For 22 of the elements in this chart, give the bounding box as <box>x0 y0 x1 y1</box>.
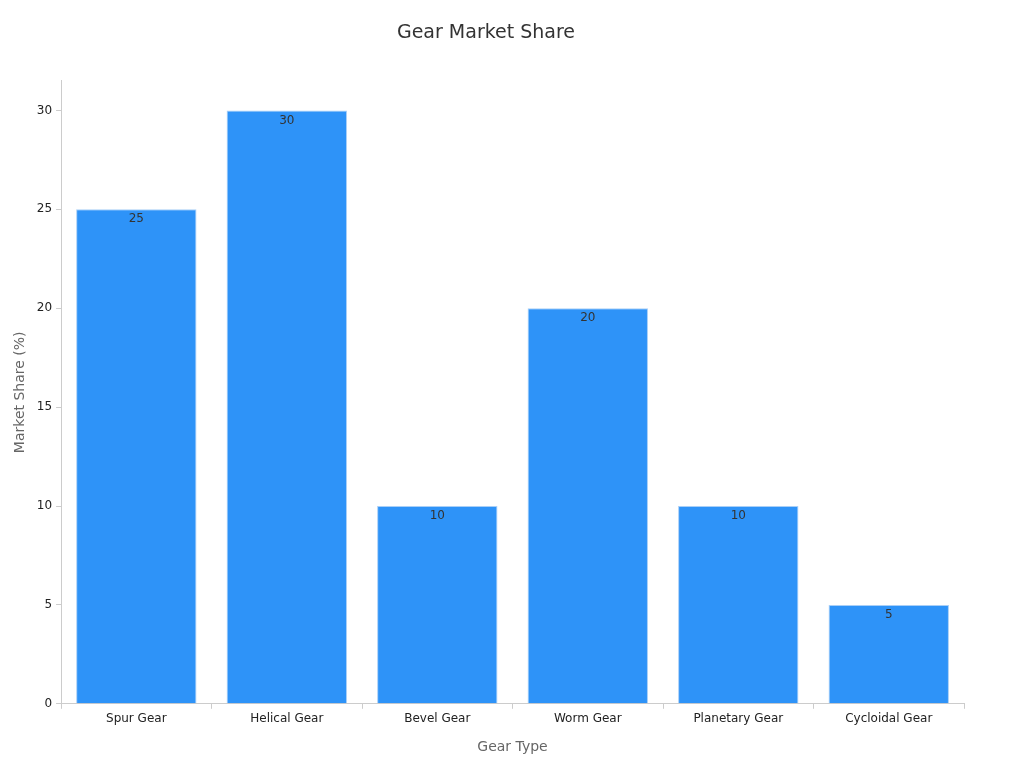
x-tick-label: Worm Gear <box>553 711 622 726</box>
data-label: 25 <box>128 211 144 226</box>
y-axis-title: Market Share (%) <box>11 331 28 454</box>
data-label: 30 <box>279 112 295 127</box>
data-label: 10 <box>429 508 445 523</box>
x-tick-label: Helical Gear <box>250 711 324 726</box>
y-tick-label: 20 <box>36 300 53 315</box>
x-tick-label: Bevel Gear <box>404 711 471 726</box>
data-label: 5 <box>884 607 893 622</box>
x-axis-title: Gear Type <box>477 738 548 755</box>
x-tick-label: Cycloidal Gear <box>845 711 933 726</box>
y-tick-label: 15 <box>36 399 53 414</box>
chart-title: Gear Market Share <box>396 20 576 43</box>
y-tick-label: 5 <box>44 597 53 612</box>
data-label: 20 <box>580 310 596 325</box>
data-label: 10 <box>730 508 746 523</box>
x-tick-label: Spur Gear <box>106 711 167 726</box>
x-tick-label: Planetary Gear <box>693 711 784 726</box>
y-tick-label: 25 <box>36 201 53 216</box>
y-tick-label: 0 <box>44 695 53 710</box>
y-tick-label: 10 <box>36 498 53 513</box>
y-tick-label: 30 <box>36 102 53 117</box>
